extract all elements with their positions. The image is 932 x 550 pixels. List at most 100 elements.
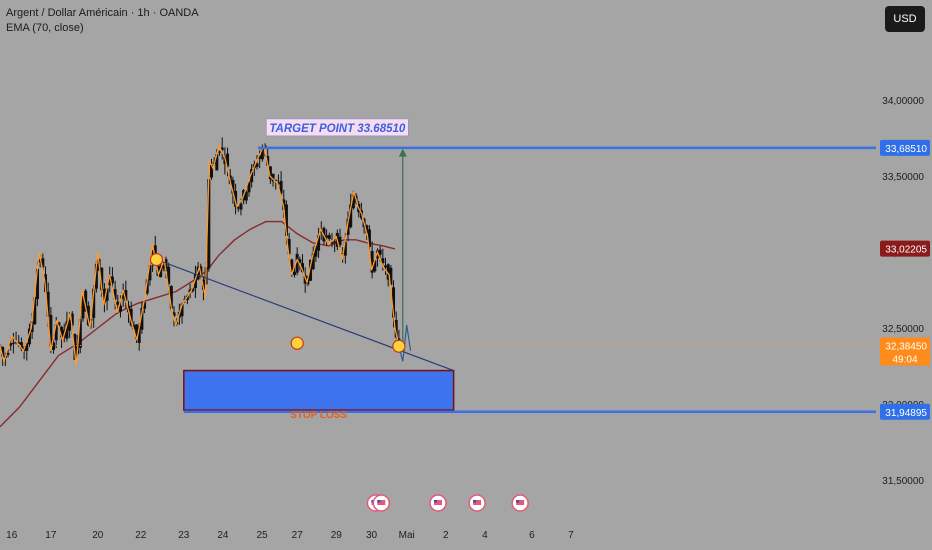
candle — [110, 267, 114, 288]
candle-body — [284, 204, 288, 236]
candle-body — [276, 182, 280, 185]
economic-event-icon[interactable] — [372, 494, 391, 512]
candle-body — [70, 313, 74, 326]
candle-body — [218, 151, 222, 153]
event-icon-canton — [473, 500, 477, 503]
y-tick-label: 33,50000 — [882, 172, 924, 183]
economic-event-icon[interactable] — [468, 494, 486, 512]
candle-body — [236, 207, 240, 209]
candle-body — [118, 305, 122, 312]
candle-body — [110, 276, 114, 284]
candle-body — [164, 259, 168, 272]
candle-body — [140, 307, 144, 330]
candle-body — [346, 218, 350, 235]
candle-body — [108, 276, 112, 286]
candle-body — [35, 268, 39, 300]
candle-body — [100, 267, 104, 291]
candle-body — [244, 191, 248, 201]
chart-legend: Argent / Dollar Américain · 1h · OANDA E… — [6, 6, 199, 36]
candle — [188, 283, 192, 299]
candle — [102, 283, 106, 313]
candle — [384, 257, 388, 275]
candle-body — [373, 260, 377, 272]
candle — [317, 227, 321, 259]
price-tag-ema[interactable]: 33,02205 — [880, 240, 930, 257]
candle-body — [33, 297, 37, 325]
economic-event-icon[interactable] — [511, 494, 529, 512]
candle-body — [349, 204, 353, 228]
pivot-marker[interactable] — [392, 339, 406, 353]
candle-body — [17, 342, 21, 345]
candle-body — [129, 308, 133, 326]
candle — [25, 342, 29, 361]
pivot-marker[interactable] — [290, 336, 304, 350]
price-tag-target[interactable]: 33,68510 — [880, 139, 930, 156]
candle-body — [325, 235, 329, 238]
candle-body — [389, 267, 393, 285]
target-arrow-head — [398, 148, 407, 157]
candle — [52, 339, 56, 354]
candle-body — [11, 342, 15, 344]
candle-body — [295, 253, 299, 273]
candle-body — [94, 263, 98, 289]
candle-body — [9, 343, 13, 346]
event-icon-canton — [516, 500, 520, 503]
candle-body — [153, 245, 157, 259]
stop-loss-zone[interactable] — [183, 369, 455, 411]
candle — [124, 280, 128, 309]
candle-body — [180, 303, 184, 317]
x-tick-label: 6 — [529, 530, 535, 541]
y-tick-label: 31,50000 — [882, 476, 924, 487]
currency-button[interactable]: USD — [885, 6, 925, 32]
event-icon-flag — [473, 500, 482, 505]
candle — [327, 232, 331, 241]
candle — [236, 206, 240, 212]
candle — [346, 211, 350, 242]
candle-body — [25, 342, 29, 351]
candle-body — [239, 203, 243, 210]
price-tag-countdown: 49:04 — [892, 355, 917, 366]
event-icon-flag — [434, 500, 442, 505]
candle — [338, 228, 342, 248]
candle — [172, 306, 176, 327]
candle-body — [148, 265, 152, 281]
candle-body — [49, 314, 53, 347]
candle-body — [220, 147, 224, 151]
candle — [105, 286, 109, 311]
candle-body — [274, 179, 278, 182]
x-tick-label: 27 — [292, 530, 304, 541]
economic-event-icon[interactable] — [429, 494, 447, 512]
candle-body — [386, 264, 390, 280]
candle-body — [292, 271, 296, 276]
price-tag-bg — [880, 139, 930, 156]
candle-body — [279, 180, 283, 194]
candle — [108, 266, 112, 293]
candle-body — [6, 352, 10, 355]
candle — [370, 241, 374, 279]
candle-body — [260, 148, 264, 160]
candle — [78, 315, 82, 354]
price-tag-stop[interactable]: 31,94895 — [880, 403, 930, 420]
candle-body — [143, 302, 147, 309]
event-icon-canton — [434, 500, 437, 503]
price-tag-price[interactable]: 32,38450 49:04 — [880, 337, 930, 366]
candle — [250, 164, 254, 188]
candle-body — [317, 235, 321, 251]
candle-body — [135, 324, 139, 339]
candle-body — [60, 326, 64, 338]
target-point-label: TARGET POINT 33.68510 — [269, 123, 406, 135]
x-tick-label: 17 — [45, 530, 57, 541]
candle-body — [290, 259, 294, 273]
pivot-marker[interactable] — [149, 253, 164, 267]
candle-body — [81, 295, 85, 319]
candle-body — [365, 225, 369, 234]
candle-body — [271, 173, 275, 182]
candle-body — [124, 290, 128, 301]
candle — [193, 265, 197, 298]
candle-body — [161, 264, 165, 269]
candle-body — [185, 295, 189, 301]
candle-body — [209, 164, 213, 178]
event-icon-flag — [377, 500, 386, 505]
event-icon-flag — [516, 500, 525, 505]
